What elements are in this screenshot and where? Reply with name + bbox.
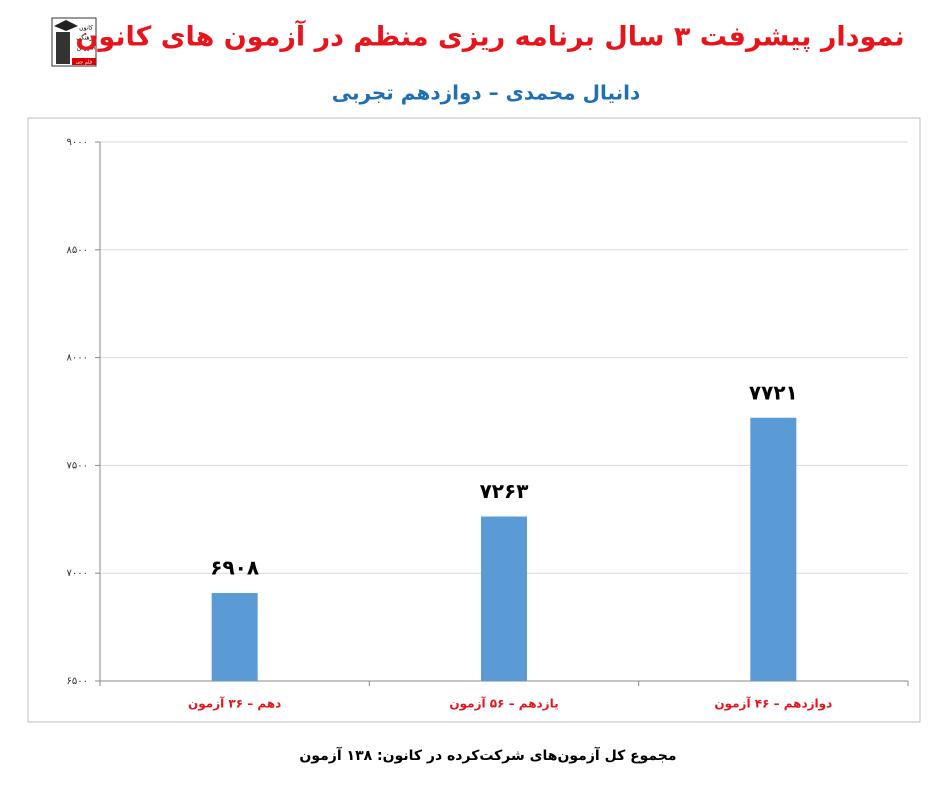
logo-text: قلم چی xyxy=(76,60,93,66)
logo-text: آموزش xyxy=(77,43,96,52)
logo-cap xyxy=(54,20,78,31)
logo-figure xyxy=(56,32,70,64)
bar xyxy=(481,516,527,681)
y-tick-label: ۸۵۰۰ xyxy=(67,245,88,256)
x-tick-label: یازدهم – ۵۶ آزمون xyxy=(449,696,558,712)
logo-text: فرهنگی xyxy=(76,34,96,42)
bar xyxy=(750,417,797,681)
y-tick-label: ۶۵۰۰ xyxy=(67,676,88,687)
footer: مجموع کل آزمون‌های شرکت‌کرده در کانون: ۱… xyxy=(299,746,676,764)
data-label: ۷۲۶۳ xyxy=(480,479,529,503)
y-tick-label: ۷۰۰۰ xyxy=(67,568,88,579)
chart-subtitle: دانیال محمدی – دوازدهم تجربی xyxy=(332,81,641,105)
y-tick-label: ۷۵۰۰ xyxy=(67,460,88,471)
data-label: ۶۹۰۸ xyxy=(210,556,259,580)
y-tick-label: ۹۰۰۰ xyxy=(67,137,88,148)
chart-title: نمودار پیشرفت ۳ سال برنامه ریزی منظم در … xyxy=(75,20,904,53)
bar xyxy=(211,593,258,681)
logo-band xyxy=(72,58,96,65)
x-tick-label: دوازدهم – ۴۶ آزمون xyxy=(714,696,832,712)
x-tick-label: دهم – ۳۶ آزمون xyxy=(188,696,281,712)
y-tick-label: ۸۰۰۰ xyxy=(67,353,88,364)
logo: کانون فرهنگی آموزش قلم چی xyxy=(51,17,97,67)
chart-frame xyxy=(27,117,921,723)
data-label: ۷۷۲۱ xyxy=(749,380,798,404)
logo-text: کانون xyxy=(79,25,93,32)
